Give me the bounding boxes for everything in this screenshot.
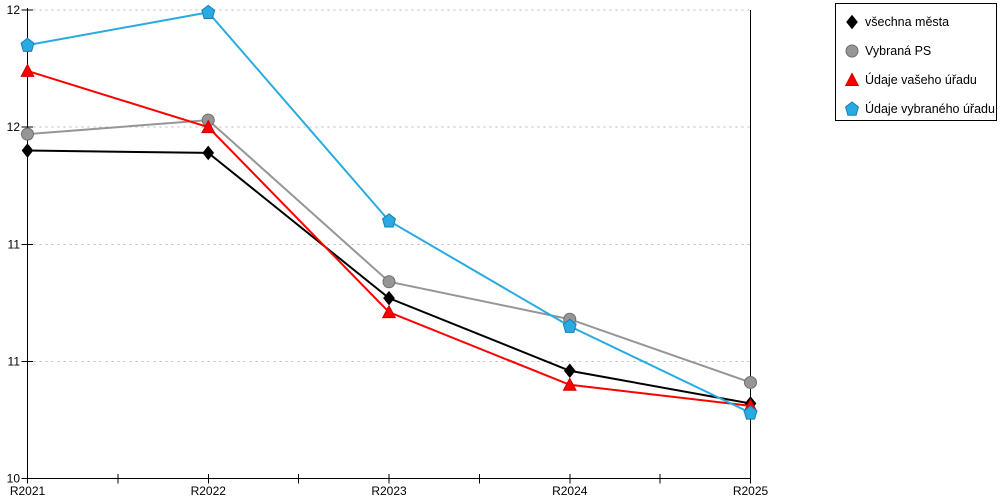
legend-label: Údaje vybraného úřadu bbox=[865, 101, 995, 116]
y-tick-label: 11 bbox=[8, 237, 21, 251]
x-tick-label: R2021 bbox=[10, 484, 46, 498]
diamond-marker bbox=[202, 145, 215, 161]
diamond-marker bbox=[383, 290, 395, 306]
diamond-marker bbox=[563, 363, 576, 379]
y-axis-ticks: 12 12 11 11 10 bbox=[7, 3, 33, 486]
legend: všechna města Vybraná PS Údaje vašeho úřad… bbox=[835, 3, 997, 121]
pentagon-marker bbox=[562, 318, 577, 333]
legend-item-2: Údaje vašeho úřadu bbox=[836, 65, 996, 94]
pentagon-marker bbox=[743, 405, 758, 420]
series-1 bbox=[21, 113, 757, 389]
pentagon-marker bbox=[201, 4, 216, 20]
triangle-marker bbox=[844, 71, 860, 86]
diamond-marker bbox=[21, 143, 34, 158]
circle-marker bbox=[21, 127, 34, 141]
circle-marker bbox=[744, 375, 757, 389]
series-3 bbox=[20, 4, 758, 420]
legend-item-3: Údaje vybraného úřadu bbox=[836, 94, 996, 123]
triangle-marker bbox=[201, 119, 216, 134]
gridlines bbox=[27, 9, 751, 362]
triangle-marker bbox=[381, 304, 397, 319]
series-2 bbox=[20, 63, 758, 412]
circle-marker bbox=[845, 44, 859, 57]
x-tick-label: R2025 bbox=[733, 484, 769, 498]
x-tick-label: R2022 bbox=[191, 484, 227, 498]
diamond-marker bbox=[846, 14, 858, 29]
x-axis-ticks: R2021 R2022 R2023 R2024 R2025 bbox=[10, 474, 769, 498]
series-line bbox=[27, 119, 751, 384]
circle-icon bbox=[845, 44, 859, 57]
legend-label: Vybraná PS bbox=[865, 43, 932, 58]
y-tick-label: 11 bbox=[8, 354, 21, 368]
y-tick-label: 12 bbox=[7, 120, 21, 134]
y-tick-label: 12 bbox=[7, 3, 21, 17]
legend-item-1: Vybraná PS bbox=[836, 36, 996, 65]
diamond-icon bbox=[846, 14, 858, 29]
pentagon-icon bbox=[845, 100, 859, 116]
x-tick-label: R2023 bbox=[371, 484, 407, 498]
legend-label: všechna města bbox=[865, 14, 950, 29]
triangle-marker bbox=[20, 63, 35, 77]
triangle-marker bbox=[562, 377, 577, 391]
x-tick-label: R2024 bbox=[552, 484, 588, 498]
y-tick-label: 10 bbox=[7, 472, 21, 486]
legend-label: Údaje vašeho úřadu bbox=[865, 72, 977, 87]
series-line bbox=[27, 11, 751, 414]
series-line bbox=[27, 69, 751, 407]
triangle-icon bbox=[844, 71, 860, 86]
legend-item-0: všechna města bbox=[836, 7, 996, 36]
pentagon-marker bbox=[382, 213, 396, 228]
circle-marker bbox=[382, 275, 396, 289]
pentagon-marker bbox=[845, 100, 859, 116]
axes bbox=[21, 8, 752, 484]
pentagon-marker bbox=[20, 37, 35, 52]
